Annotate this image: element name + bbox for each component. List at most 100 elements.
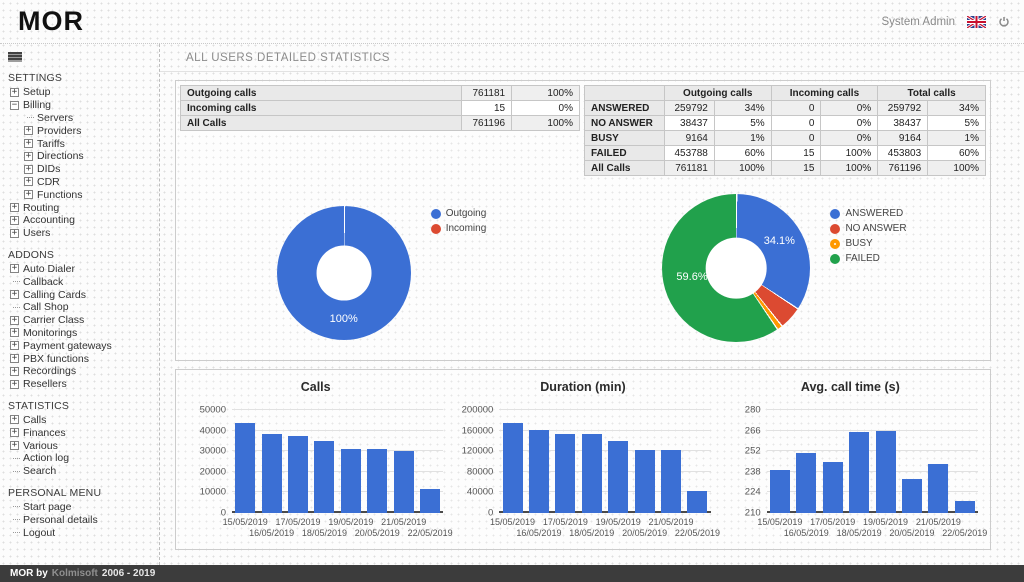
sidebar-item-payment-gateways[interactable]: + Payment gateways [6,339,159,352]
pie-calls-by-status[interactable]: 34.1% 59.6% [662,194,811,342]
sidebar-item-cdr[interactable]: + CDR [6,176,159,189]
bar[interactable] [687,491,708,513]
sidebar-item-personal-details[interactable]: Personal details [6,513,159,526]
bar[interactable] [769,470,790,513]
sidebar-item-carrier-class[interactable]: + Carrier Class [6,314,159,327]
footer-company-link[interactable]: Kolmisoft [51,568,98,579]
bar[interactable] [314,441,335,513]
tree-connector [13,457,20,459]
bar[interactable] [954,501,975,513]
bar[interactable] [420,489,441,513]
gridline [766,429,978,431]
tree-expand-icon[interactable]: + [10,214,19,225]
gridline [232,450,444,452]
bar[interactable] [340,448,361,513]
logo[interactable]: MOR [18,6,84,36]
tree-collapse-icon[interactable]: − [10,99,19,110]
tree-expand-icon[interactable]: + [10,353,19,364]
sidebar-item-call-shop[interactable]: Call Shop [6,301,159,314]
bar[interactable] [393,451,414,513]
tree-expand-icon[interactable]: + [10,227,19,238]
tree-expand-icon[interactable]: + [10,427,19,438]
pie-calls-by-direction[interactable]: 100% [276,206,411,340]
sidebar-item-pbx-functions[interactable]: + PBX functions [6,352,159,365]
bar[interactable] [849,432,870,513]
legend-color-icon [830,253,841,264]
user-menu[interactable]: System Admin [881,15,956,28]
bar[interactable] [555,433,576,513]
tree-expand-icon[interactable]: + [24,150,33,161]
y-tick-label: 40000 [466,486,494,498]
sidebar-item-setup[interactable]: + Setup [6,86,159,99]
tree-expand-icon[interactable]: + [10,289,19,300]
bar[interactable] [261,434,282,513]
bar[interactable] [928,464,949,513]
tree-expand-icon[interactable]: + [10,378,19,389]
sidebar-item-various[interactable]: + Various [6,439,159,452]
power-icon[interactable] [998,16,1010,28]
bar[interactable] [634,450,655,513]
sidebar-item-functions[interactable]: + Functions [6,188,159,201]
column-header: Incoming calls [770,85,879,101]
sidebar-item-dids[interactable]: + DIDs [6,163,159,176]
sidebar-item-auto-dialer[interactable]: + Auto Dialer [6,263,159,276]
tree-expand-icon[interactable]: + [10,86,19,97]
sidebar-item-start-page[interactable]: Start page [6,501,159,514]
sidebar-item-action-log[interactable]: Action log [6,452,159,465]
bar[interactable] [875,430,896,513]
x-tick-label: 21/05/2019 [648,517,694,527]
tree-expand-icon[interactable]: + [10,314,19,325]
sidebar-item-resellers[interactable]: + Resellers [6,378,159,391]
tree-expand-icon[interactable]: + [10,365,19,376]
tree-expand-icon[interactable]: + [24,189,33,200]
sidebar-item-providers[interactable]: + Providers [6,124,159,137]
sidebar-item-tariffs[interactable]: + Tariffs [6,137,159,150]
bar[interactable] [901,479,922,513]
tree-expand-icon[interactable]: + [10,202,19,213]
bar[interactable] [822,461,843,513]
sidebar-item-finances[interactable]: + Finances [6,426,159,439]
sidebar-item-routing[interactable]: + Routing [6,201,159,214]
tree-expand-icon[interactable]: + [10,340,19,351]
sidebar-item-users[interactable]: + Users [6,227,159,240]
tree-expand-icon[interactable]: + [24,125,33,136]
bar[interactable] [608,440,629,513]
sidebar-item-calls[interactable]: + Calls [6,414,159,427]
sidebar-item-accounting[interactable]: + Accounting [6,214,159,227]
column-header [584,85,665,101]
sidebar-item-recordings[interactable]: + Recordings [6,365,159,378]
sidebar-item-servers[interactable]: Servers [6,112,159,125]
tree-expand-icon[interactable]: + [10,327,19,338]
tree-expand-icon[interactable]: + [10,263,19,274]
language-flag-icon[interactable] [966,14,987,29]
menu-item-label: Routing [23,201,60,214]
sidebar-item-logout[interactable]: Logout [6,526,159,539]
bar[interactable] [288,435,309,513]
tree-expand-icon[interactable]: + [10,440,19,451]
bar[interactable] [661,450,682,513]
sidebar-item-callback[interactable]: Callback [6,275,159,288]
bar[interactable] [528,430,549,513]
sidebar-item-calling-cards[interactable]: + Calling Cards [6,288,159,301]
table-cell: 1% [927,130,986,146]
sidebar-item-search[interactable]: Search [6,465,159,478]
bar[interactable] [796,452,817,513]
menu-item-label: Various [23,439,58,452]
menu-toggle-icon[interactable] [8,52,22,62]
tree-expand-icon[interactable]: + [24,163,33,174]
tree-expand-icon[interactable]: + [24,138,33,149]
sidebar-item-monitorings[interactable]: + Monitorings [6,327,159,340]
bar[interactable] [502,422,523,513]
tree-expand-icon[interactable]: + [24,176,33,187]
menu-item-label: Resellers [23,378,67,391]
y-tick-label: 80000 [466,466,494,478]
sidebar-item-billing[interactable]: − Billing [6,99,159,112]
sidebar-item-directions[interactable]: + Directions [6,150,159,163]
tree-expand-icon[interactable]: + [10,414,19,425]
gridline [766,491,978,493]
chart-title: Calls [300,380,331,394]
bar[interactable] [581,433,602,513]
bar[interactable] [235,422,256,513]
bar[interactable] [367,448,388,513]
menu-item-label: Personal details [23,513,98,526]
